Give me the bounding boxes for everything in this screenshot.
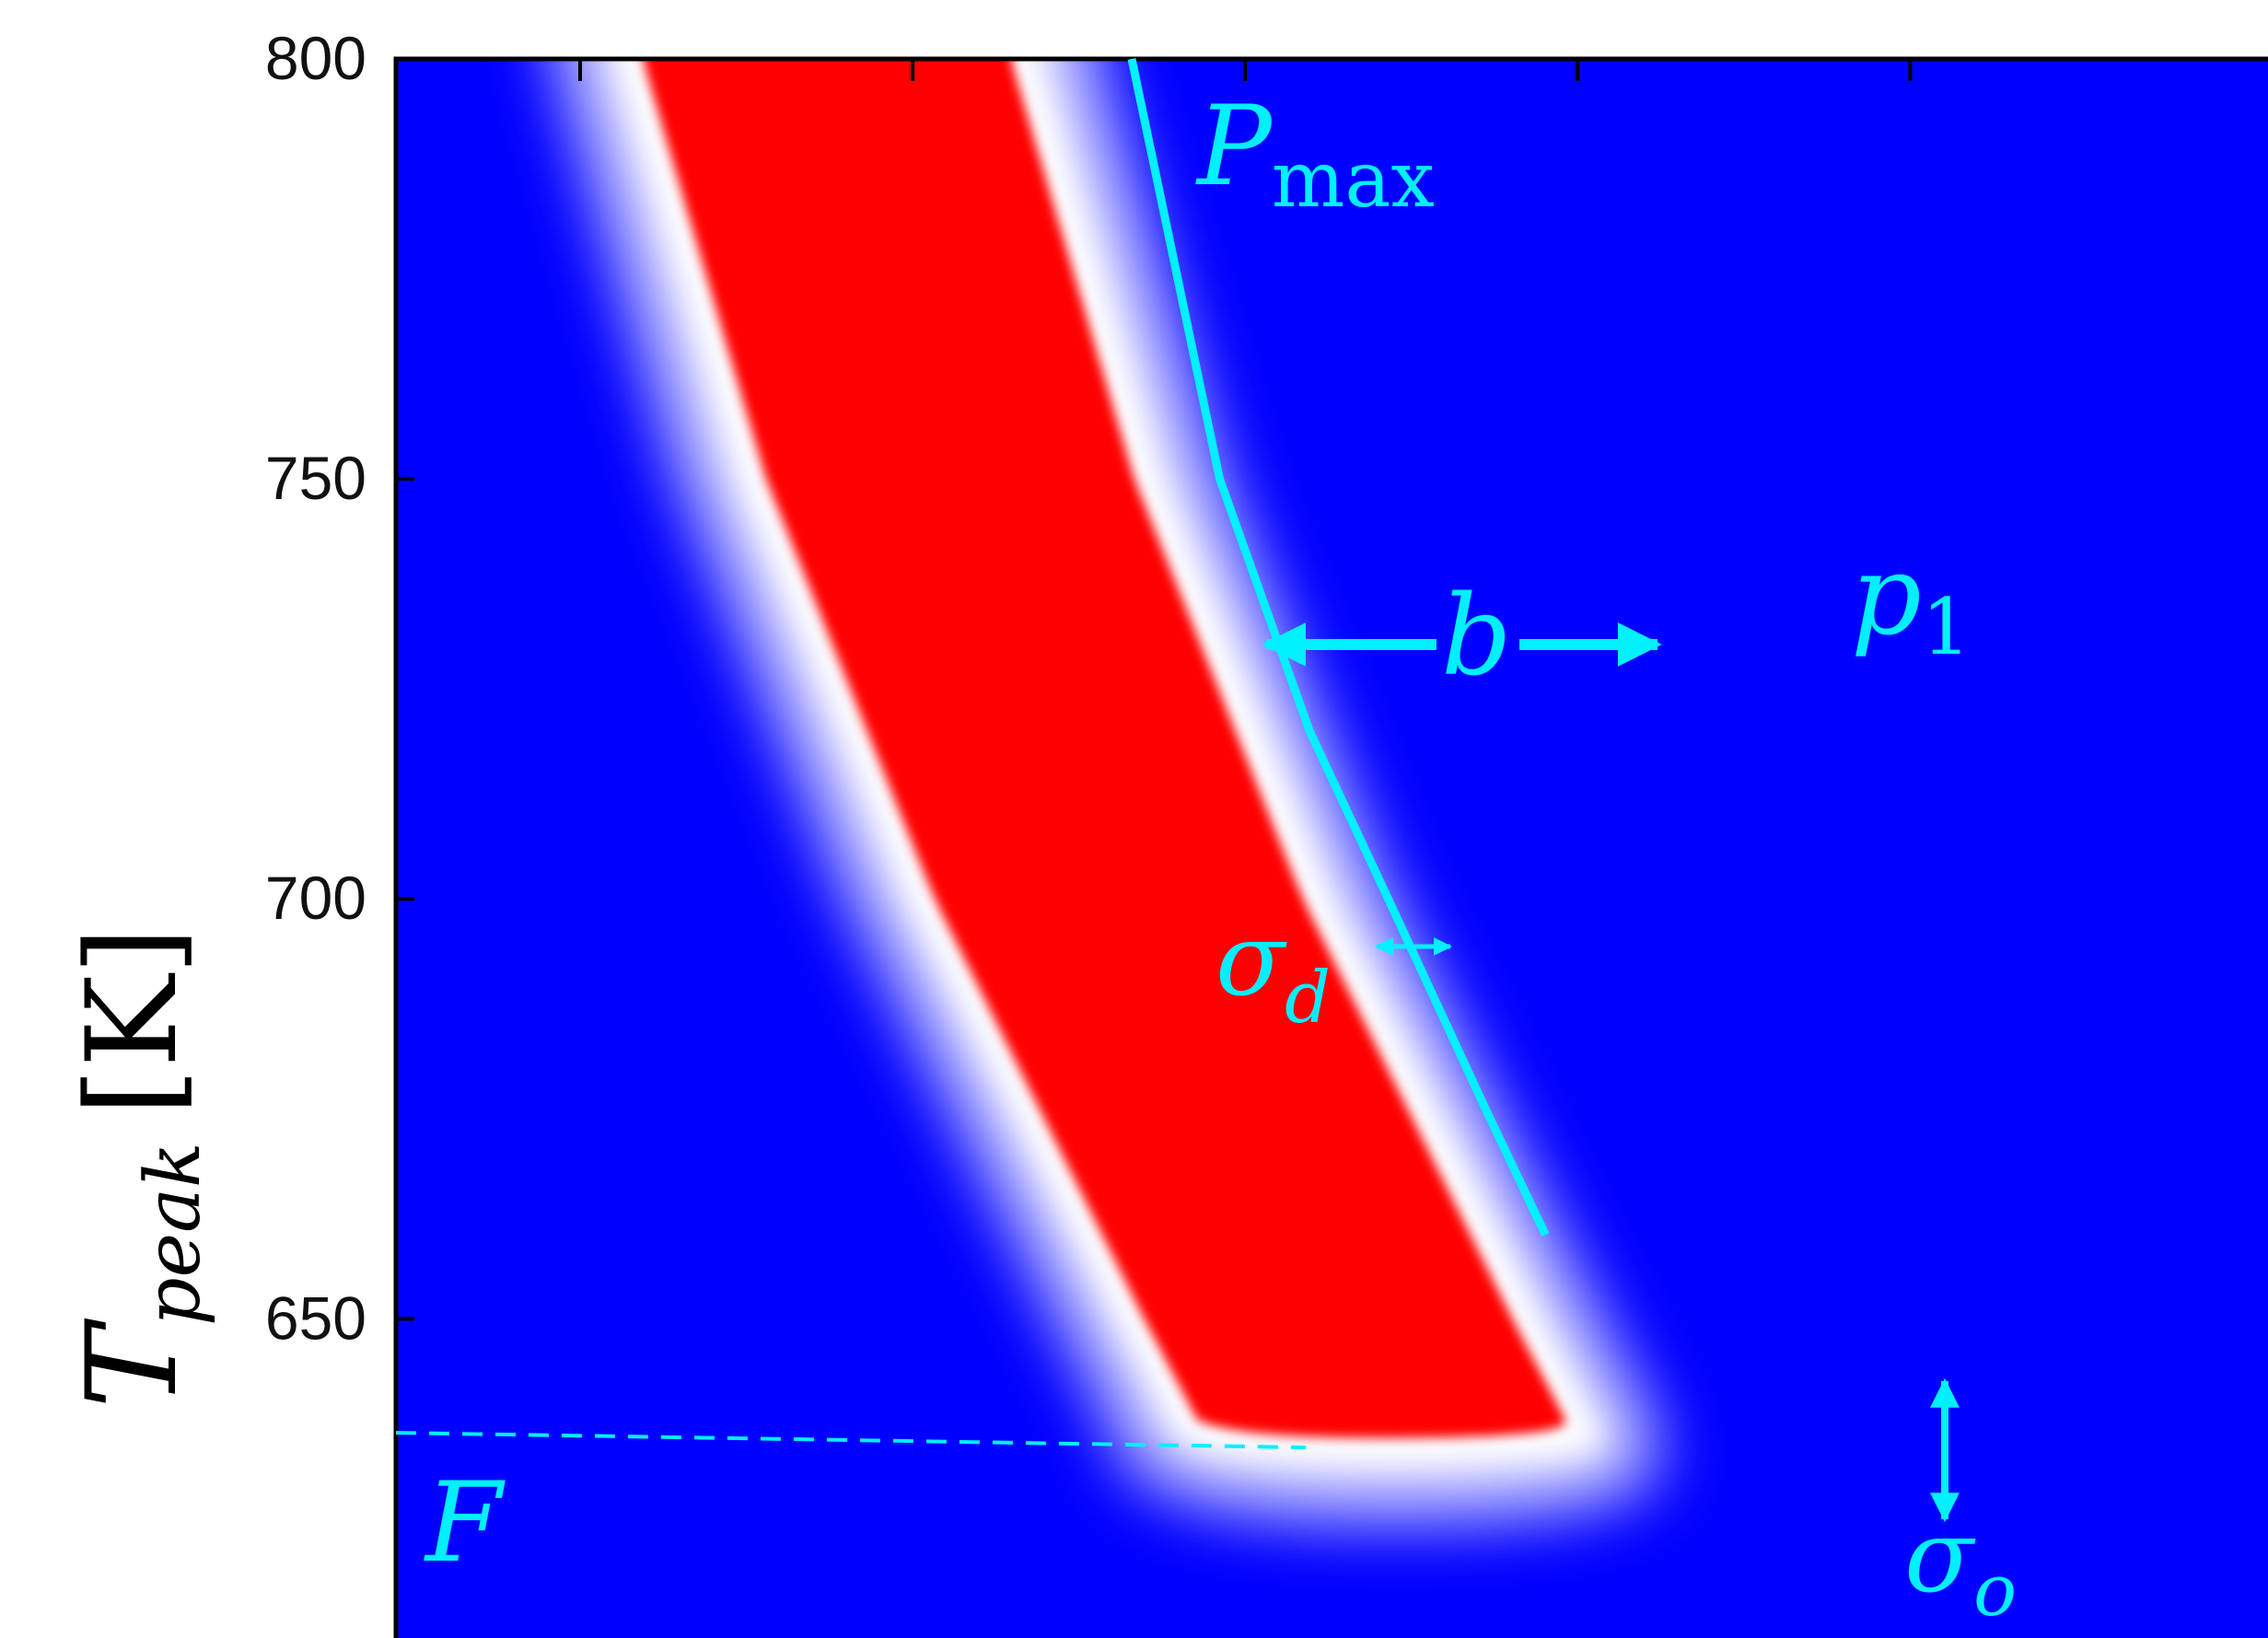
- annotation-p-max: Pmax: [1195, 83, 1435, 225]
- y-axis-label-base: T: [60, 1318, 204, 1409]
- annotation-p1: p1: [1851, 532, 1971, 672]
- annotation-b: b: [1441, 573, 1512, 701]
- y-tick-label: 700: [265, 864, 366, 932]
- y-tick-label: 650: [265, 1284, 366, 1352]
- y-axis: 800 750 700 650: [265, 24, 414, 1352]
- annotation-sigma-o: σo: [1904, 1497, 2017, 1632]
- threshold-F-line: [395, 1431, 1307, 1450]
- plot-frame: [393, 56, 2268, 1638]
- probability-band: [560, 59, 1657, 1518]
- annotation-F: F: [424, 1459, 506, 1587]
- band-core: [643, 59, 1566, 1438]
- y-axis-label: Tpeak [K]: [60, 926, 217, 1409]
- svg-text:Tpeak[K]: Tpeak [K]: [60, 926, 217, 1409]
- y-axis-label-sub: peak: [130, 1142, 217, 1326]
- x-axis-ticks: [578, 59, 1913, 81]
- annotation-layer: Pmax b p1 σd σo F: [395, 58, 2017, 1632]
- p1-curve: [1127, 58, 1550, 1237]
- y-axis-label-unit: [K]: [60, 926, 204, 1116]
- y-tick-label: 750: [265, 444, 366, 512]
- annotation-sigma-d: σd: [1215, 900, 1331, 1040]
- y-tick-label: 800: [265, 24, 366, 92]
